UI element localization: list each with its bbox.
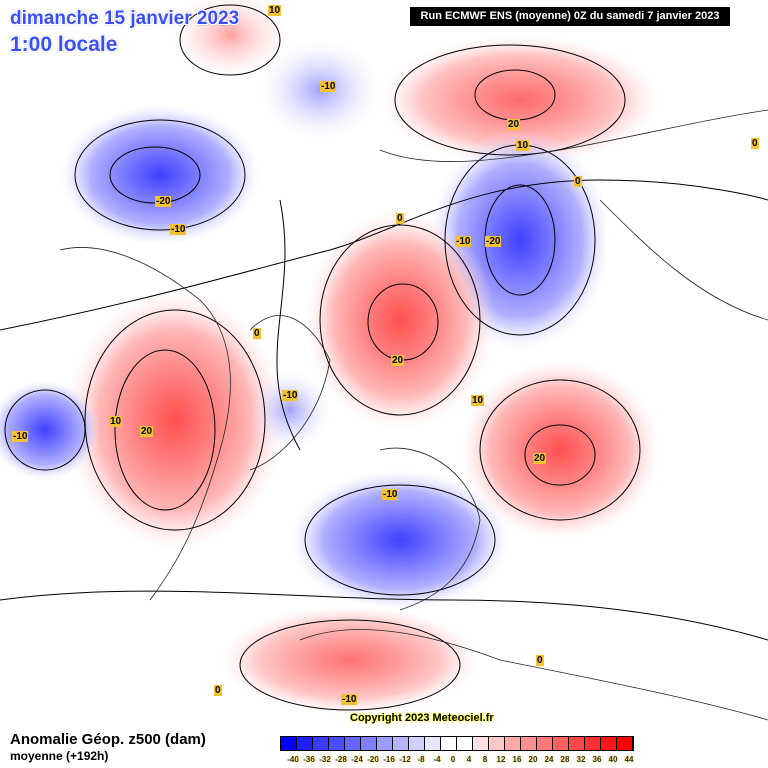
contour-label: 0: [214, 685, 222, 696]
scale-label: -40: [287, 755, 299, 764]
contour-label: -10: [170, 224, 187, 235]
contour-label: 0: [396, 213, 404, 224]
contour-label: -20: [485, 236, 502, 247]
scale-swatch: [489, 737, 505, 750]
contour-label: 0: [536, 655, 544, 666]
scale-label: -28: [335, 755, 347, 764]
contour-label: 20: [391, 355, 405, 366]
coastlines: [59, 109, 768, 721]
contour-label: 10: [516, 140, 530, 151]
scale-label: 12: [496, 755, 506, 764]
contour-label: -10: [382, 489, 399, 500]
scale-swatch: [441, 737, 457, 750]
scale-swatch: [617, 737, 633, 750]
forecast-date: dimanche 15 janvier 2023: [10, 8, 240, 29]
scale-swatch: [425, 737, 441, 750]
scale-swatch: [553, 737, 569, 750]
contour-label: -10: [282, 390, 299, 401]
scale-label: -24: [351, 755, 363, 764]
scale-swatch: [473, 737, 489, 750]
forecast-time: 1:00 locale: [10, 33, 118, 56]
scale-swatch: [345, 737, 361, 750]
copyright: Copyright 2023 Meteociel.fr: [350, 712, 494, 724]
scale-swatch: [601, 737, 617, 750]
legend-subtitle: moyenne (+192h): [10, 749, 109, 763]
contour-label: 0: [253, 328, 261, 339]
anomaly-fields: [0, 0, 660, 715]
contour-label: -10: [320, 81, 337, 92]
scale-label: -16: [383, 755, 395, 764]
scale-label: -12: [399, 755, 411, 764]
contour-label: 20: [140, 426, 154, 437]
scale-label: 4: [466, 755, 472, 764]
legend-title: Anomalie Géop. z500 (dam): [10, 731, 206, 748]
scale-swatch: [537, 737, 553, 750]
scale-label: 32: [576, 755, 586, 764]
contour-label: 20: [507, 119, 521, 130]
scale-swatch: [297, 737, 313, 750]
scale-swatch: [393, 737, 409, 750]
scale-swatch: [313, 737, 329, 750]
scale-swatch: [505, 737, 521, 750]
scale-swatch: [409, 737, 425, 750]
contour-label: -10: [341, 694, 358, 705]
contour-label: 0: [574, 176, 582, 187]
scale-swatch: [361, 737, 377, 750]
scale-label: 28: [560, 755, 570, 764]
scale-label: 24: [544, 755, 554, 764]
contour-label: 10: [268, 5, 282, 16]
run-info: Run ECMWF ENS (moyenne) 0Z du samedi 7 j…: [410, 7, 730, 26]
scale-label: -4: [433, 755, 441, 764]
contour-label: 10: [471, 395, 485, 406]
scale-swatch: [521, 737, 537, 750]
scale-swatch: [569, 737, 585, 750]
color-scale-labels: -40 -36 -32 -28 -24 -20 -16 -12 -8 -4 0 4 8 12 16 20 24 2…: [285, 755, 637, 764]
scale-swatch: [329, 737, 345, 750]
scale-label: 40: [608, 755, 618, 764]
contour-label: -10: [12, 431, 29, 442]
scale-label: 44: [624, 755, 634, 764]
scale-label: -8: [417, 755, 425, 764]
scale-swatch: [585, 737, 601, 750]
contour-label: 10: [109, 416, 123, 427]
scale-swatch: [281, 737, 297, 750]
contour-label: -20: [155, 196, 172, 207]
scale-label: 16: [512, 755, 522, 764]
contour-label: -10: [455, 236, 472, 247]
scale-label: 20: [528, 755, 538, 764]
scale-label: -32: [319, 755, 331, 764]
scale-label: 36: [592, 755, 602, 764]
scale-swatch: [457, 737, 473, 750]
scale-label: -20: [367, 755, 379, 764]
color-scale: [280, 736, 634, 751]
scale-label: -36: [303, 755, 315, 764]
contour-label: 0: [751, 138, 759, 149]
scale-label: 0: [450, 755, 456, 764]
scale-swatch: [377, 737, 393, 750]
contour-label: 20: [533, 453, 547, 464]
scale-label: 8: [482, 755, 488, 764]
